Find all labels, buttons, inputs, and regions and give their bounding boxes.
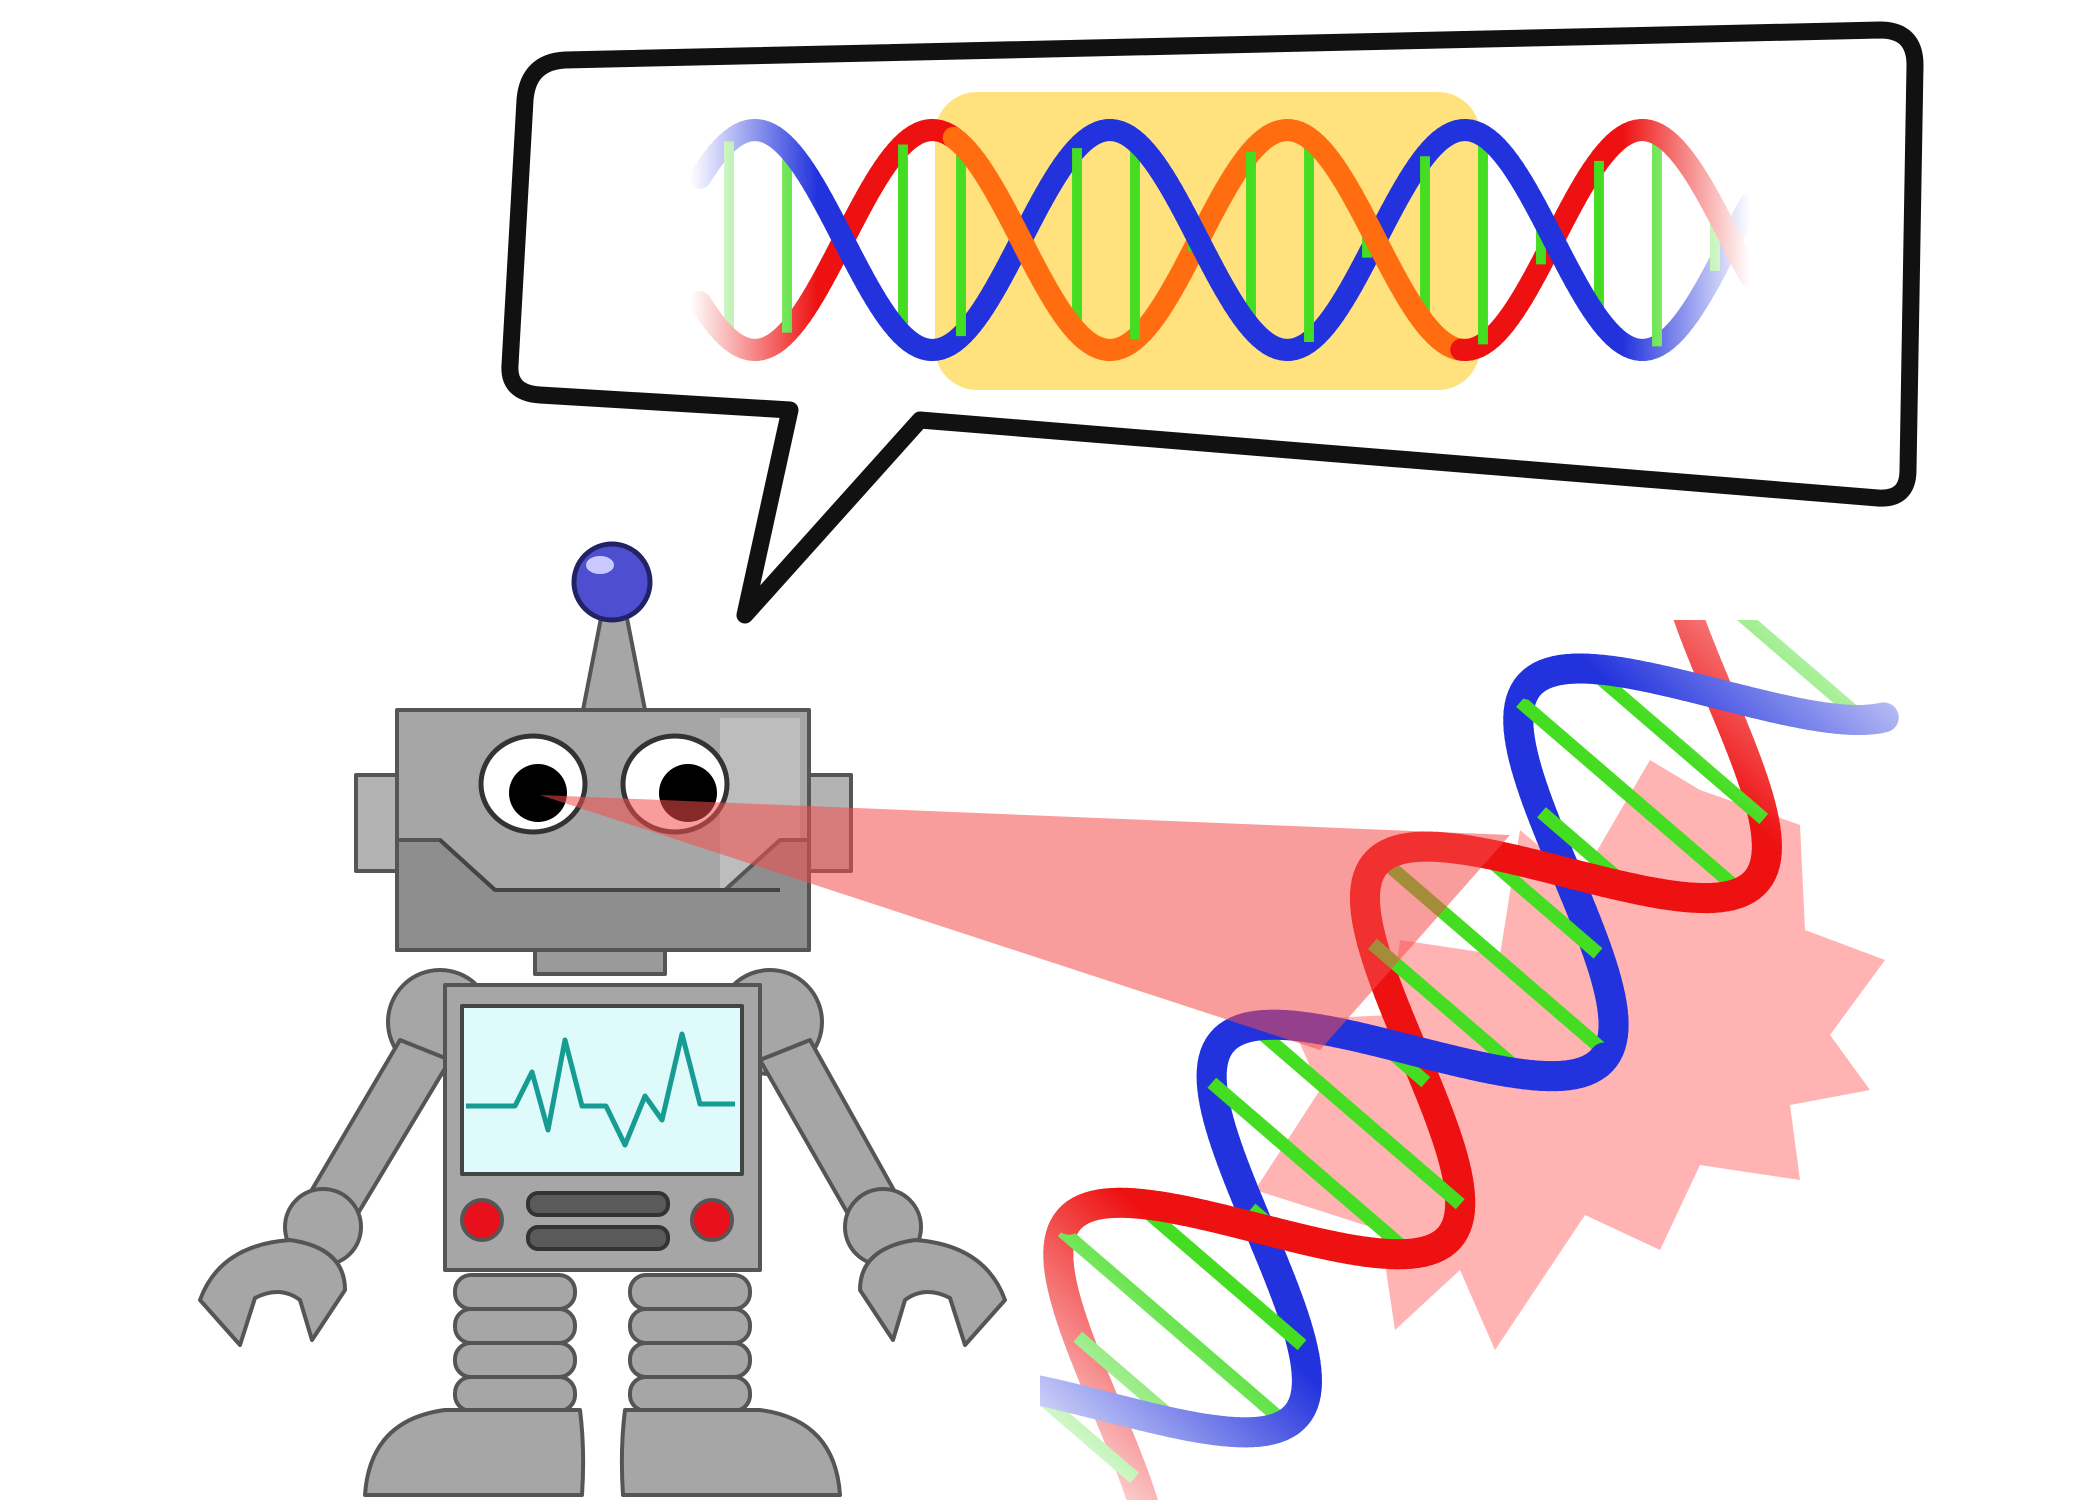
robot-button-left	[460, 1198, 504, 1242]
helix-rung	[1249, 1021, 1465, 1210]
helix-strand-b-segment	[1734, 192, 1762, 224]
robot-screen	[460, 1004, 744, 1176]
robot-leg-right	[628, 1273, 752, 1413]
helix-strand-b-segment	[1862, 702, 1899, 734]
bubble-dna-helix-icon	[689, 119, 1762, 361]
robot-antenna	[581, 606, 647, 712]
helix-strand-b-segment	[1278, 1400, 1312, 1434]
helix-strand-b-segment	[1270, 338, 1298, 361]
robot-neck	[533, 948, 667, 976]
helix-strand-b-segment	[1586, 1042, 1620, 1077]
helix-strand-a-segment	[1430, 1223, 1464, 1257]
robot-foot-left	[363, 1408, 586, 1497]
robot-leg-left	[453, 1273, 577, 1413]
helix-rung	[1133, 1198, 1307, 1351]
robot-foot-right	[619, 1408, 842, 1497]
helix-rung	[1207, 1077, 1415, 1259]
helix-rung	[1516, 696, 1746, 898]
robot-claw-right	[858, 1238, 1007, 1347]
robot-pupil-left	[509, 764, 567, 822]
helix-rung	[1368, 938, 1529, 1080]
helix-rung	[1057, 1225, 1291, 1429]
robot-ear-left	[354, 773, 404, 873]
laser-beam-icon	[540, 795, 1510, 1050]
helix-rung	[1584, 663, 1769, 825]
helix-strand-a-segment	[1738, 865, 1772, 899]
dna-helix-icon	[953, 519, 1899, 1500]
robot-button-right	[690, 1198, 734, 1242]
helix-rung	[1668, 550, 1868, 726]
helix-strand-a-segment	[1734, 256, 1762, 288]
robot-icon	[198, 541, 1007, 1497]
robot-antenna-ball	[571, 541, 653, 623]
heartbeat-icon	[466, 1031, 735, 1148]
helix-strand-b-segment	[1625, 338, 1652, 361]
robot-claw-left	[198, 1238, 347, 1347]
